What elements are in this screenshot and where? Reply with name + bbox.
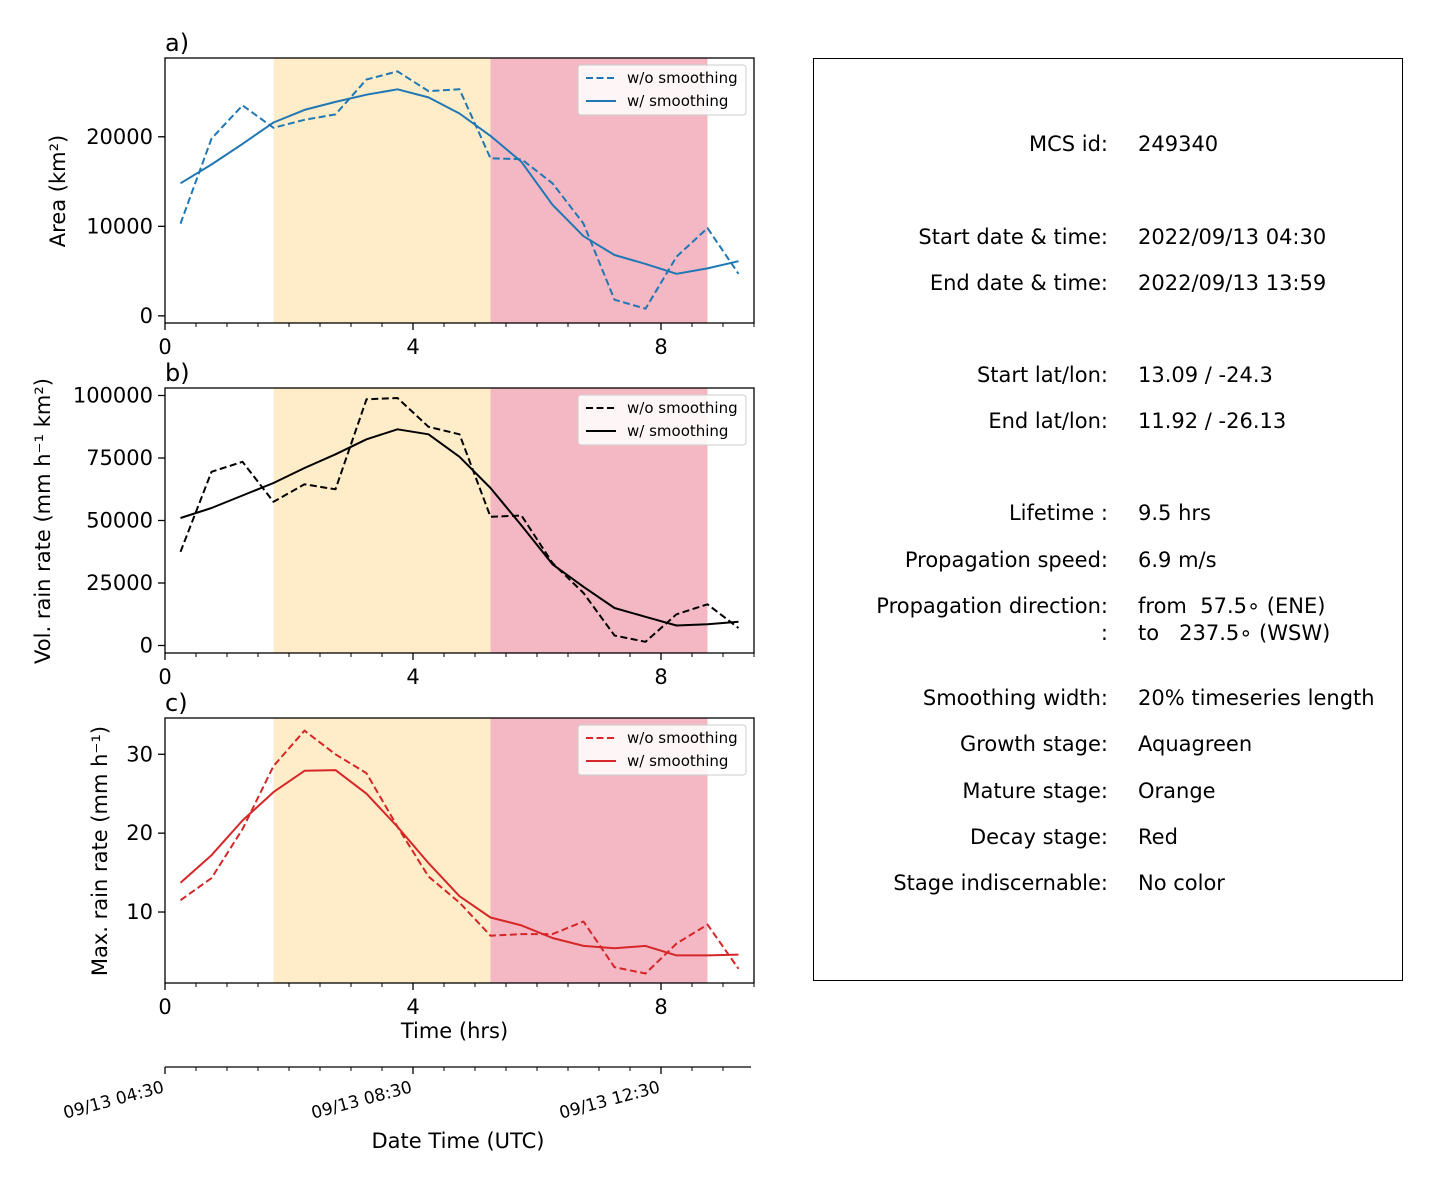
series-line-unsmoothed bbox=[179, 70, 740, 310]
info-value: 11.92 / -26.13 bbox=[1138, 409, 1287, 433]
x-tick-label: 4 bbox=[406, 335, 419, 359]
y-axis-label: Vol. rain rate (mm h⁻¹ km²) bbox=[31, 378, 55, 664]
axes-frame bbox=[164, 57, 755, 324]
legend: w/o smoothing w/ smoothing bbox=[577, 724, 747, 776]
info-value: No color bbox=[1138, 871, 1225, 895]
axes-frame bbox=[164, 717, 755, 984]
info-label: MCS id: bbox=[1028, 132, 1108, 156]
info-value: Red bbox=[1138, 825, 1178, 849]
info-value: from 57.5∘ (ENE) bbox=[1138, 594, 1326, 618]
info-label: Propagation speed: bbox=[904, 548, 1108, 572]
legend-label: w/o smoothing bbox=[627, 69, 738, 87]
x-axis-label: Time (hrs) bbox=[400, 1019, 508, 1043]
info-label: : bbox=[1100, 621, 1108, 645]
x-tick-label: 0 bbox=[158, 665, 171, 689]
y-tick-label: 10000 bbox=[86, 214, 153, 238]
y-tick-label: 50000 bbox=[86, 509, 153, 533]
legend: w/o smoothing w/ smoothing bbox=[577, 64, 747, 116]
datetime-tick-label: 09/13 08:30 bbox=[309, 1078, 414, 1124]
y-tick-label: 0 bbox=[140, 634, 153, 658]
series-line-unsmoothed bbox=[179, 397, 740, 643]
panel-label: b) bbox=[165, 359, 190, 387]
x-tick-label: 8 bbox=[654, 335, 667, 359]
info-label: End lat/lon: bbox=[988, 409, 1108, 433]
info-value: 6.9 m/s bbox=[1138, 548, 1217, 572]
x-tick-label: 4 bbox=[406, 995, 419, 1019]
y-tick-label: 0 bbox=[140, 304, 153, 328]
chart-panel-3: 0 4 8 10 20 30 c) Max. rain rate (mm h⁻¹) Time (… bbox=[88, 689, 755, 1043]
y-tick-label: 20000 bbox=[86, 125, 153, 149]
info-label: Growth stage: bbox=[959, 732, 1108, 756]
info-label: Decay stage: bbox=[970, 825, 1108, 849]
legend-box bbox=[577, 64, 747, 116]
info-label: Propagation direction: bbox=[876, 594, 1108, 618]
info-value: 249340 bbox=[1138, 132, 1219, 156]
x-tick-label: 4 bbox=[406, 665, 419, 689]
x-tick-label: 0 bbox=[158, 995, 171, 1019]
legend-label: w/ smoothing bbox=[627, 752, 728, 770]
y-axis-label: Area (km²) bbox=[46, 135, 70, 247]
legend-label: w/o smoothing bbox=[627, 729, 738, 747]
info-value: to 237.5∘ (WSW) bbox=[1138, 621, 1331, 645]
y-tick-label: 25000 bbox=[86, 571, 153, 595]
info-label: Mature stage: bbox=[962, 779, 1108, 803]
x-tick-label: 0 bbox=[158, 335, 171, 359]
stage-band-1 bbox=[273, 718, 491, 983]
info-value: 2022/09/13 13:59 bbox=[1138, 271, 1327, 295]
info-label: Start date & time: bbox=[918, 225, 1108, 249]
info-label: Stage indiscernable: bbox=[893, 871, 1108, 895]
legend-box bbox=[577, 724, 747, 776]
series-line-smoothed bbox=[179, 769, 739, 957]
info-value: 9.5 hrs bbox=[1138, 501, 1211, 525]
datetime-axis-label: Date Time (UTC) bbox=[372, 1129, 545, 1153]
datetime-tick-label: 09/13 04:30 bbox=[61, 1078, 166, 1124]
y-tick-label: 10 bbox=[126, 900, 153, 924]
datetime-tick-label: 09/13 12:30 bbox=[557, 1078, 662, 1124]
panel-label: c) bbox=[165, 689, 188, 717]
y-axis-label: Max. rain rate (mm h⁻¹) bbox=[88, 726, 112, 976]
legend: w/o smoothing w/ smoothing bbox=[577, 394, 747, 446]
info-value: Aquagreen bbox=[1138, 732, 1253, 756]
stage-band-1 bbox=[273, 388, 491, 653]
chart-panel-2: 0 4 8 0 25000 50000 75000 100000 b) Vol. rain rat… bbox=[31, 359, 755, 689]
info-value: 13.09 / -24.3 bbox=[1138, 363, 1273, 387]
stage-band-1 bbox=[273, 58, 491, 323]
legend-box bbox=[577, 394, 747, 446]
series-line-unsmoothed bbox=[179, 729, 740, 975]
info-label: Smoothing width: bbox=[922, 686, 1108, 710]
y-tick-label: 100000 bbox=[73, 384, 153, 408]
info-value: 20% timeseries length bbox=[1138, 686, 1375, 710]
mcs-info-panel: MCS id: 249340 Start date & time: 2022/0… bbox=[813, 58, 1403, 981]
legend-label: w/o smoothing bbox=[627, 399, 738, 417]
datetime-axis: 09/13 04:30 09/13 08:30 09/13 12:30 Date Ti… bbox=[61, 1066, 751, 1153]
info-label: Start lat/lon: bbox=[976, 363, 1108, 387]
panel-label: a) bbox=[165, 29, 189, 57]
info-label: End date & time: bbox=[929, 271, 1108, 295]
x-tick-label: 8 bbox=[654, 995, 667, 1019]
series-line-smoothed bbox=[179, 88, 739, 275]
y-tick-label: 30 bbox=[126, 742, 153, 766]
info-value: 2022/09/13 04:30 bbox=[1138, 225, 1327, 249]
x-tick-label: 8 bbox=[654, 665, 667, 689]
legend-label: w/ smoothing bbox=[627, 422, 728, 440]
info-value: Orange bbox=[1138, 779, 1216, 803]
series-line-smoothed bbox=[180, 428, 739, 627]
info-label: Lifetime : bbox=[1008, 501, 1108, 525]
y-tick-label: 20 bbox=[126, 821, 153, 845]
legend-label: w/ smoothing bbox=[627, 92, 728, 110]
y-tick-label: 75000 bbox=[86, 446, 153, 470]
